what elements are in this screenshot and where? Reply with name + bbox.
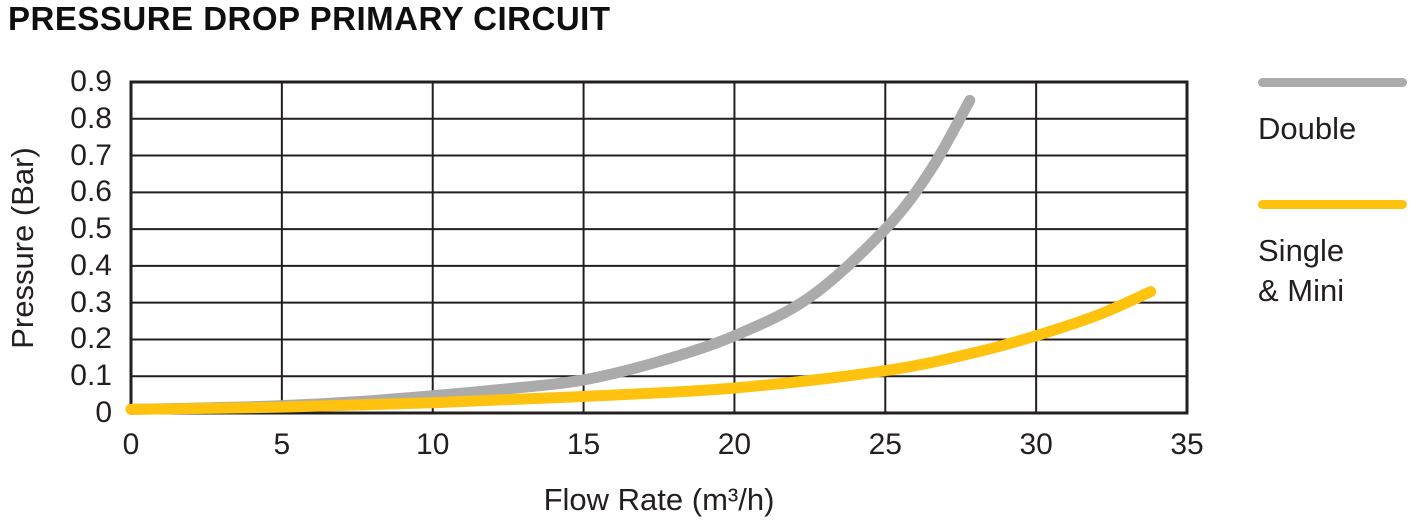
legend-label-double: Double bbox=[1258, 111, 1357, 146]
legend-swatch-double-line bbox=[1258, 78, 1407, 87]
x-tick-label: 30 bbox=[1019, 428, 1053, 461]
plot-area bbox=[125, 80, 1189, 415]
y-tick-label: 0.6 bbox=[70, 175, 112, 209]
x-tick-label: 5 bbox=[273, 428, 291, 461]
y-tick-label: 0.2 bbox=[70, 322, 112, 356]
chart-title: PRESSURE DROP PRIMARY CIRCUIT bbox=[8, 0, 611, 37]
series-curve-1 bbox=[125, 286, 1157, 415]
y-tick-label: 0.5 bbox=[70, 212, 112, 246]
x-tick-label: 25 bbox=[868, 428, 902, 461]
y-tick-label: 0.9 bbox=[70, 65, 112, 98]
x-tick-label: 0 bbox=[122, 428, 140, 461]
y-tick-label: 0.3 bbox=[70, 285, 112, 319]
series-curve-0 bbox=[125, 94, 976, 415]
legend-label-single-mini: Single & Mini bbox=[1258, 233, 1345, 308]
legend-item-single-mini: Single & Mini bbox=[1258, 200, 1407, 311]
x-tick-label: 10 bbox=[416, 428, 450, 461]
legend-swatch-single-mini-line bbox=[1258, 200, 1407, 209]
y-tick-label: 0.7 bbox=[70, 138, 112, 172]
y-tick-label: 0.1 bbox=[70, 359, 112, 393]
plot-frame bbox=[129, 80, 1189, 415]
x-tick-label: 35 bbox=[1170, 428, 1204, 461]
legend-item-double: Double bbox=[1258, 78, 1407, 149]
x-axis-label: Flow Rate (m³/h) bbox=[543, 482, 775, 517]
x-tick-label: 15 bbox=[566, 428, 601, 461]
y-tick-label: 0.4 bbox=[70, 248, 112, 282]
y-tick-label: 0.8 bbox=[70, 101, 112, 135]
y-tick-label: 0 bbox=[95, 396, 112, 429]
x-tick-label: 20 bbox=[717, 428, 752, 461]
